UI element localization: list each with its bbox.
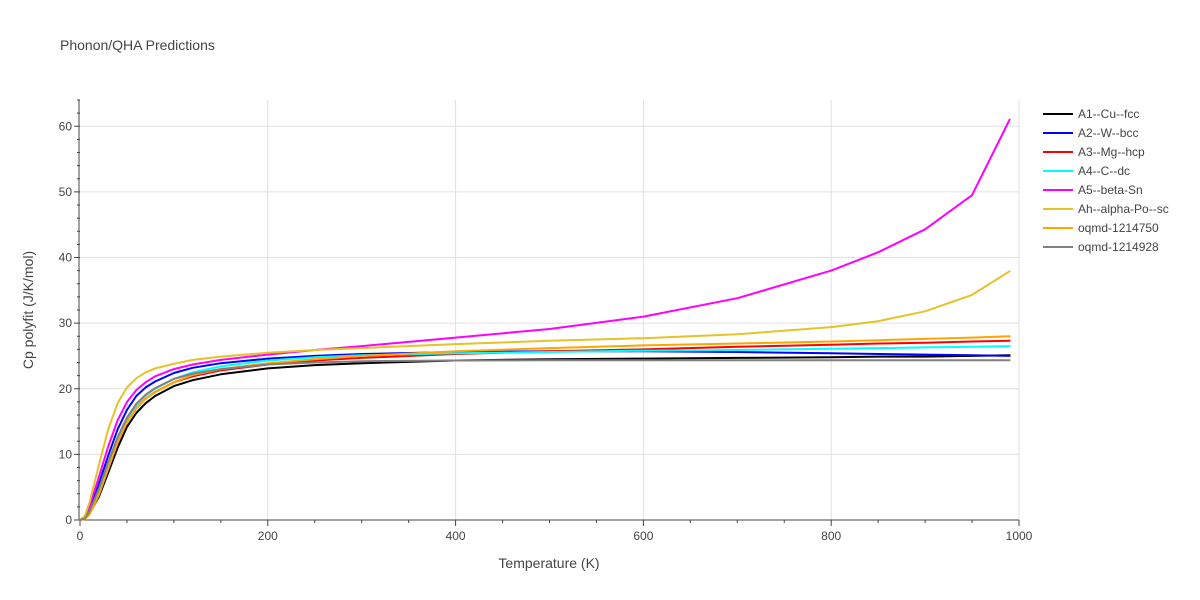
x-tick-label: 200 <box>258 529 278 543</box>
y-tick-label: 40 <box>59 251 73 265</box>
legend[interactable]: A1--Cu--fcc A2--W--bcc A3--Mg--hcp A4--C--d… <box>1043 107 1169 254</box>
series-line-oqmd-1214928 <box>79 359 1011 521</box>
legend-item[interactable]: oqmd-1214928 <box>1043 240 1159 254</box>
legend-item[interactable]: Ah--alpha-Po--sc <box>1043 202 1169 216</box>
legend-label: Ah--alpha-Po--sc <box>1078 202 1169 216</box>
y-tick-label: 60 <box>59 119 73 133</box>
series-line-A2--W--bcc <box>79 350 1011 521</box>
legend-item[interactable]: A1--Cu--fcc <box>1043 107 1139 121</box>
legend-label: A4--C--dc <box>1078 164 1130 178</box>
legend-item[interactable]: A3--Mg--hcp <box>1043 145 1145 159</box>
legend-item[interactable]: A4--C--dc <box>1043 164 1130 178</box>
series-line-A1--Cu--fcc <box>79 354 1011 521</box>
x-axis-title: Temperature (K) <box>498 555 599 571</box>
x-tick-label: 800 <box>821 529 841 543</box>
y-tick-label: 10 <box>59 447 73 461</box>
legend-label: oqmd-1214750 <box>1078 221 1159 235</box>
y-tick-label: 20 <box>59 382 73 396</box>
series-lines <box>79 118 1011 521</box>
y-axis-title: Cp polyfit (J/K/mol) <box>20 251 36 369</box>
series-line-A5--beta-Sn <box>79 118 1011 521</box>
y-tick-label: 30 <box>59 316 73 330</box>
x-tick-label: 400 <box>446 529 466 543</box>
legend-label: A5--beta-Sn <box>1078 183 1143 197</box>
legend-item[interactable]: A5--beta-Sn <box>1043 183 1143 197</box>
x-axis-ticks: 0 200 400 600 800 1000 <box>77 520 1033 543</box>
legend-item[interactable]: oqmd-1214750 <box>1043 221 1159 235</box>
chart-title: Phonon/QHA Predictions <box>60 37 215 53</box>
x-tick-label: 0 <box>77 529 84 543</box>
series-line-Ah--alpha-Po--sc <box>79 270 1011 521</box>
legend-item[interactable]: A2--W--bcc <box>1043 126 1138 140</box>
legend-label: oqmd-1214928 <box>1078 240 1159 254</box>
x-tick-label: 600 <box>633 529 653 543</box>
y-tick-label: 50 <box>59 185 73 199</box>
legend-label: A3--Mg--hcp <box>1078 145 1145 159</box>
legend-label: A2--W--bcc <box>1078 126 1138 140</box>
y-tick-label: 0 <box>65 513 72 527</box>
legend-label: A1--Cu--fcc <box>1078 107 1139 121</box>
x-tick-label: 1000 <box>1006 529 1033 543</box>
